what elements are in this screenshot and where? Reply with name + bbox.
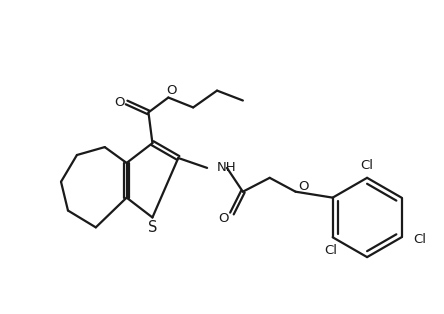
Text: Cl: Cl bbox=[413, 233, 426, 246]
Text: O: O bbox=[166, 84, 177, 97]
Text: O: O bbox=[115, 96, 125, 109]
Text: O: O bbox=[219, 212, 229, 225]
Text: O: O bbox=[298, 180, 309, 193]
Text: NH: NH bbox=[217, 161, 237, 174]
Text: S: S bbox=[148, 220, 157, 235]
Text: Cl: Cl bbox=[324, 244, 337, 257]
Text: Cl: Cl bbox=[361, 160, 373, 172]
